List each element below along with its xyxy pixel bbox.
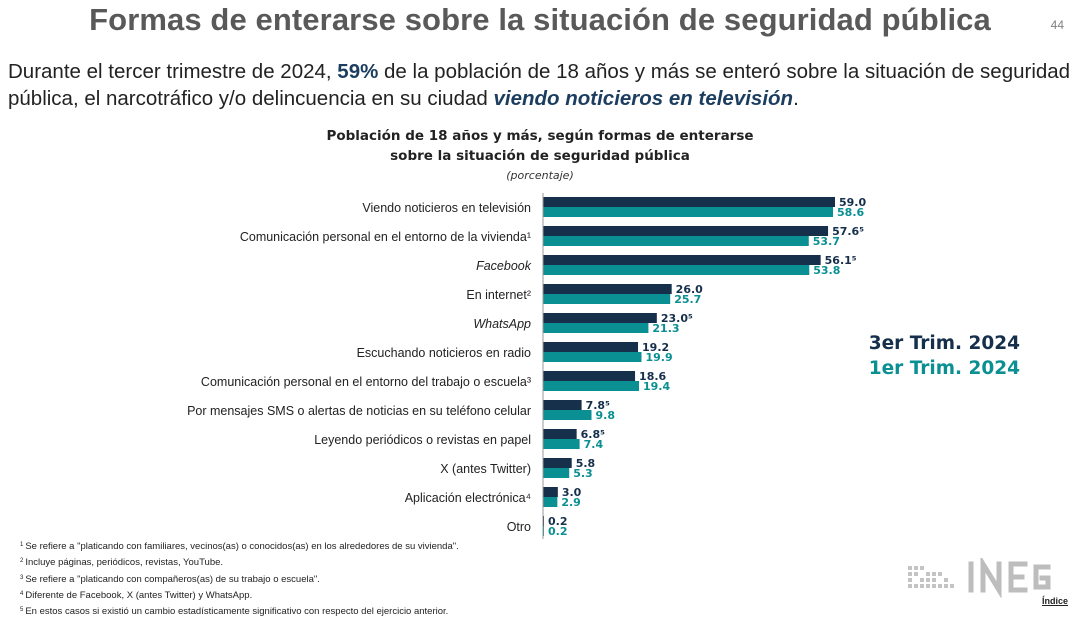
data-label: 2.9 [561, 496, 581, 509]
footnote-5: 5 En estos casos si existió un cambio est… [20, 606, 449, 618]
data-label: 0.2 [548, 515, 568, 528]
category-label: Leyendo periódicos o revistas en papel [314, 433, 531, 447]
data-label: 5.8 [576, 457, 596, 470]
logo-dots-icon [908, 566, 954, 588]
data-label: 25.7 [674, 293, 701, 306]
bar-q1 [543, 468, 570, 478]
bar-q1 [543, 410, 592, 420]
data-label: 53.8 [813, 264, 840, 277]
headline-percent: 59% [337, 60, 379, 83]
legend-1er-trim: 1er Trim. 2024 [868, 358, 1020, 379]
category-label: Aplicación electrónica⁴ [405, 491, 531, 505]
headline: Durante el tercer trimestre de 2024, 59%… [8, 58, 1074, 112]
chart-subtitle: (porcentaje) [506, 169, 574, 182]
category-label: Facebook [476, 259, 532, 273]
bar-q1 [543, 497, 558, 507]
data-label: 5.3 [573, 467, 593, 480]
data-label: 7.4 [584, 438, 604, 451]
chart-title-line1: Población de 18 años y más, según formas… [326, 128, 754, 144]
headline-text-mid: de la población de 18 años y más se ente… [8, 60, 1071, 110]
footnotes: 1 Se refiere a "platicando con familiares… [20, 538, 640, 619]
category-label: X (antes Twitter) [440, 462, 531, 476]
bar-q3 [543, 371, 636, 381]
data-label: 19.4 [643, 380, 670, 393]
footnote-4: 4 Diferente de Facebook, X (antes Twitter… [20, 589, 253, 601]
data-label: 9.8 [596, 409, 616, 422]
category-label: WhatsApp [473, 317, 531, 331]
bar-q1 [543, 323, 649, 333]
category-label: Otro [507, 520, 531, 534]
headline-text: Durante el tercer trimestre de 2024, [8, 60, 338, 83]
bar-q3 [543, 429, 577, 439]
logo-wordmark [968, 558, 1051, 598]
data-label: 19.2 [642, 341, 669, 354]
data-label: 6.8⁵ [581, 428, 605, 441]
data-label: 59.0 [839, 196, 866, 209]
category-label: Comunicación personal en el entorno de l… [240, 230, 531, 244]
footnote-2: 2 Incluye páginas, periódicos, revistas, … [20, 557, 224, 569]
data-label: 0.2 [548, 525, 568, 538]
category-label: Viendo noticieros en televisión [362, 201, 531, 215]
chart-title-line2: sobre la situación de seguridad pública [390, 148, 690, 164]
data-label: 23.0⁵ [661, 312, 693, 325]
headline-emphasis: viendo noticieros en televisión [493, 87, 794, 110]
data-label: 3.0 [562, 486, 582, 499]
bar-q1 [543, 352, 642, 362]
data-label: 18.6 [639, 370, 666, 383]
bar-q1 [543, 207, 834, 217]
bar-q3 [543, 313, 657, 323]
category-label: Por mensajes SMS o alertas de noticias e… [187, 404, 531, 418]
bar-q3 [543, 284, 672, 294]
footnote-1: 1 Se refiere a "platicando con familiares… [20, 541, 459, 552]
data-label: 7.8⁵ [586, 399, 610, 412]
bar-q1 [543, 381, 640, 391]
data-label: 21.3 [652, 322, 679, 335]
data-label: 26.0 [676, 283, 703, 296]
data-label: 53.7 [813, 235, 840, 248]
bar-q3 [543, 226, 829, 236]
bar-q3 [543, 400, 582, 410]
footnote-3: 3 Se refiere a "platicando con compañeros… [20, 573, 320, 585]
bar-q3 [543, 255, 821, 265]
data-label: 56.1⁵ [825, 254, 857, 267]
legend-3er-trim: 3er Trim. 2024 [868, 333, 1020, 354]
bar-q3 [543, 342, 639, 352]
bar-q3 [543, 197, 835, 207]
slide-title: Formas de enterarse sobre la situación d… [89, 2, 991, 37]
bar-q1 [543, 439, 580, 449]
bar-q1 [543, 236, 809, 246]
bar-q1 [543, 294, 671, 304]
bar-q3 [543, 487, 558, 497]
index-link[interactable]: Índice [1042, 596, 1069, 606]
bar-q1 [543, 265, 810, 275]
bar-q3 [543, 458, 572, 468]
inegi-logo [906, 558, 1066, 598]
data-label: 58.6 [837, 206, 864, 219]
data-label: 57.6⁵ [832, 225, 864, 238]
headline-end: . [793, 87, 799, 110]
category-label: En internet² [466, 288, 531, 302]
chart-title: Población de 18 años y más, según formas… [250, 126, 830, 166]
data-label: 19.9 [645, 351, 672, 364]
page-number: 44 [1050, 18, 1064, 32]
category-label: Escuchando noticieros en radio [357, 346, 531, 360]
category-label: Comunicación personal en el entorno del … [201, 375, 531, 389]
